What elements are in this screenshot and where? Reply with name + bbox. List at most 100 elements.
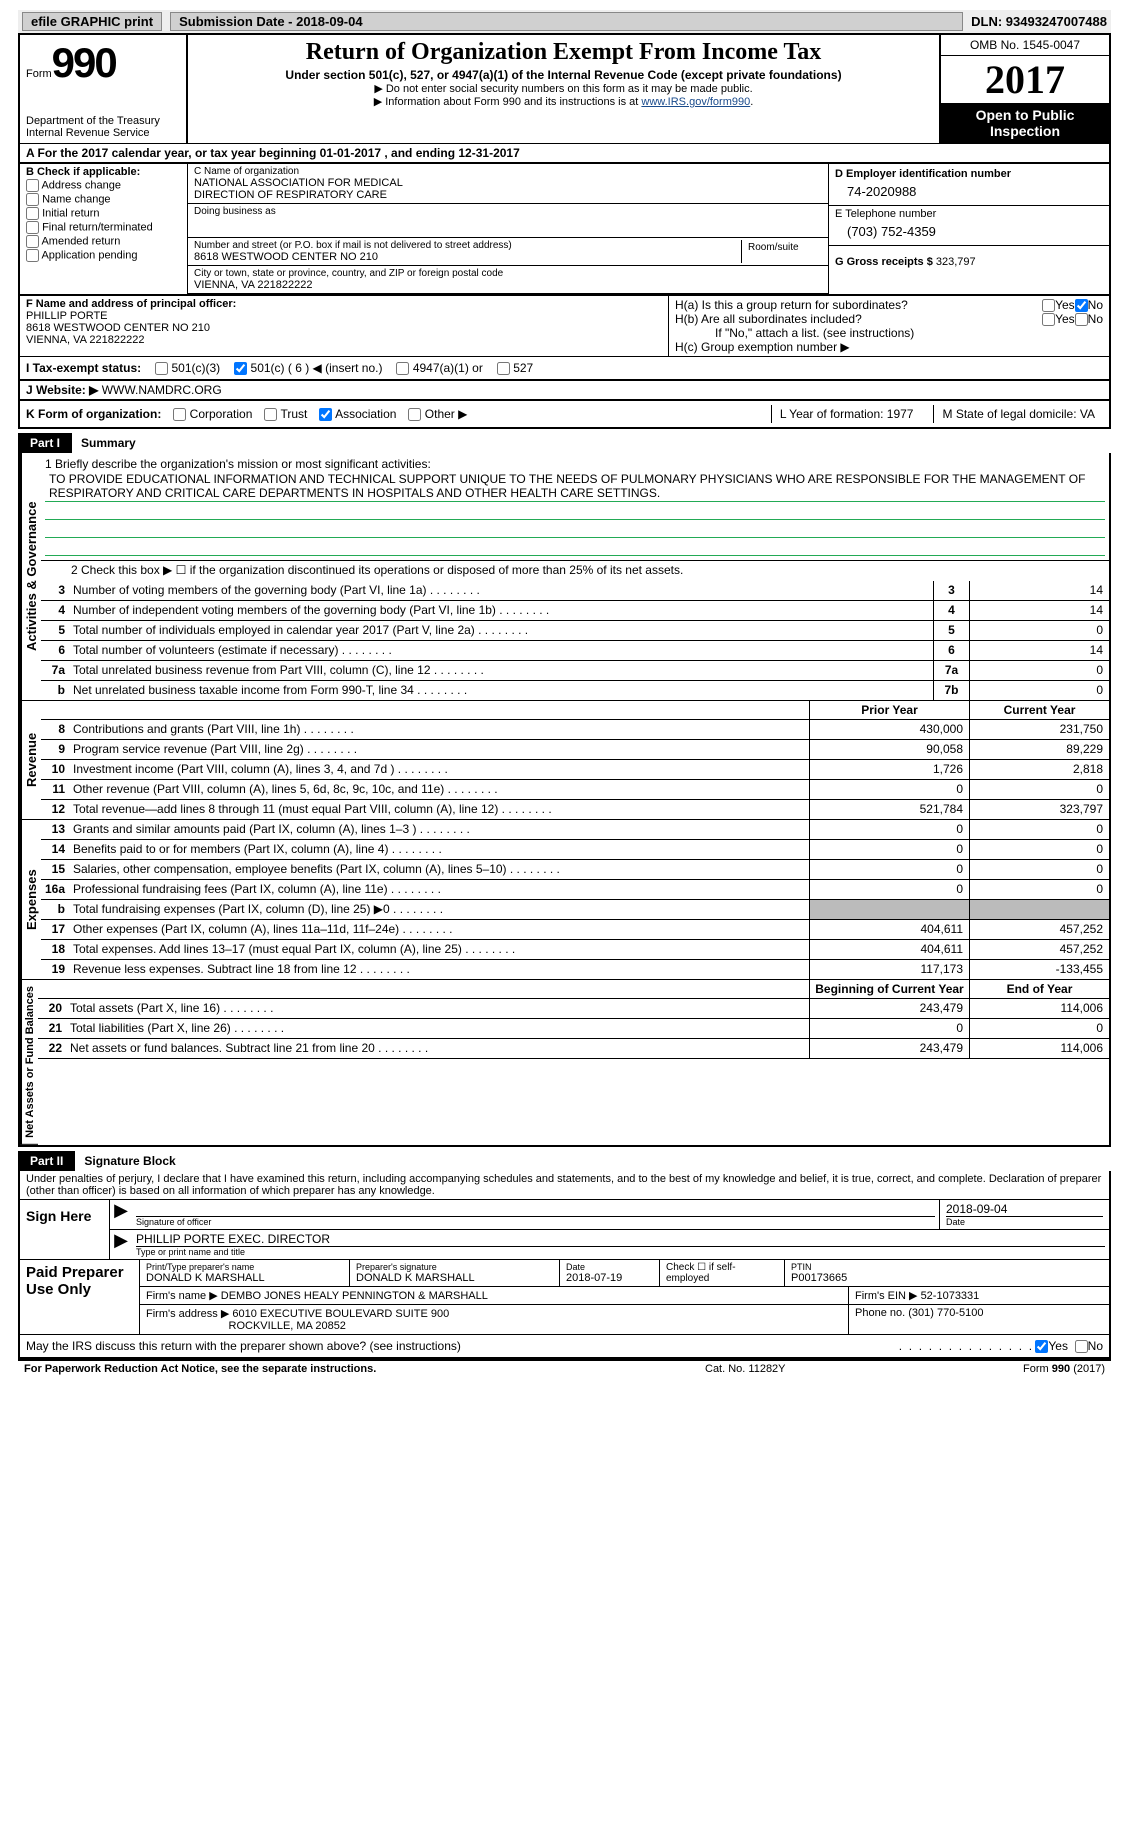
gross-block: G Gross receipts $ 323,797 [835, 246, 1103, 268]
mission-block: 1 Briefly describe the organization's mi… [41, 453, 1109, 561]
year-box: OMB No. 1545-0047 2017 Open to Public In… [939, 35, 1109, 143]
section-fh: F Name and address of principal officer:… [18, 294, 1111, 356]
cb-amended[interactable]: Amended return [26, 235, 181, 248]
preparer-block: Paid Preparer Use Only Print/Type prepar… [20, 1259, 1109, 1334]
header-bar: efile GRAPHIC print Submission Date - 20… [18, 10, 1111, 33]
officer-name: PHILLIP PORTE [26, 310, 662, 322]
col-begin-year: Beginning of Current Year [809, 980, 969, 998]
ha-no[interactable] [1075, 299, 1088, 312]
hb-yes[interactable] [1042, 313, 1055, 326]
discuss-no[interactable] [1075, 1340, 1088, 1353]
form-number-box: Form990 Department of the Treasury Inter… [20, 35, 188, 143]
discuss-yes[interactable] [1035, 1340, 1048, 1353]
tel-value: (703) 752-4359 [835, 220, 1103, 243]
part1-label: Part I [18, 433, 73, 453]
dept-line2: Internal Revenue Service [26, 127, 180, 139]
table-row: 3Number of voting members of the governi… [41, 581, 1109, 601]
prep-name: Print/Type preparer's nameDONALD K MARSH… [140, 1260, 350, 1286]
col-b-title: B Check if applicable: [26, 166, 181, 178]
tax-year: 2017 [941, 56, 1109, 103]
city-label: City or town, state or province, country… [194, 268, 822, 279]
row-k-formorg: K Form of organization: Corporation Trus… [18, 399, 1111, 429]
form-ref: Form 990 (2017) [905, 1363, 1105, 1375]
efile-badge: efile GRAPHIC print [22, 12, 162, 31]
table-row: 6Total number of volunteers (estimate if… [41, 641, 1109, 661]
tel-block: E Telephone number (703) 752-4359 [829, 206, 1109, 246]
part1-title: Summary [73, 433, 1111, 453]
prep-ptin: PTINP00173665 [785, 1260, 1109, 1286]
dba-label: Doing business as [194, 206, 822, 217]
mission-text: TO PROVIDE EDUCATIONAL INFORMATION AND T… [45, 471, 1105, 502]
irs-link[interactable]: www.IRS.gov/form990 [641, 96, 750, 108]
cb-501c[interactable] [234, 362, 247, 375]
table-row: 21Total liabilities (Part X, line 26) . … [38, 1019, 1109, 1039]
cb-initial-return[interactable]: Initial return [26, 207, 181, 220]
prep-date: Date2018-07-19 [560, 1260, 660, 1286]
col-c-org: C Name of organization NATIONAL ASSOCIAT… [188, 164, 829, 294]
address-label: Number and street (or P.O. box if mail i… [194, 240, 741, 251]
col-prior-year: Prior Year [809, 701, 969, 719]
table-row: 20Total assets (Part X, line 16) . . . .… [38, 999, 1109, 1019]
hb-no[interactable] [1075, 313, 1088, 326]
org-name-block: C Name of organization NATIONAL ASSOCIAT… [188, 164, 828, 204]
firm-name: Firm's name ▶ DEMBO JONES HEALY PENNINGT… [140, 1287, 849, 1304]
table-row: bTotal fundraising expenses (Part IX, co… [41, 900, 1109, 920]
table-row: 13Grants and similar amounts paid (Part … [41, 820, 1109, 840]
cb-trust[interactable] [264, 408, 277, 421]
cb-address-change[interactable]: Address change [26, 179, 181, 192]
omb-number: OMB No. 1545-0047 [941, 35, 1109, 56]
row-a-taxyear: A For the 2017 calendar year, or tax yea… [18, 143, 1111, 162]
cb-name-change[interactable]: Name change [26, 193, 181, 206]
dept-line1: Department of the Treasury [26, 115, 180, 127]
table-row: 5Total number of individuals employed in… [41, 621, 1109, 641]
cb-assoc[interactable] [319, 408, 332, 421]
row-i-status: I Tax-exempt status: 501(c)(3) 501(c) ( … [18, 356, 1111, 379]
officer-label: F Name and address of principal officer: [26, 298, 662, 310]
website-label: J Website: ▶ [26, 383, 98, 397]
city-value: VIENNA, VA 221822222 [194, 279, 822, 291]
table-row: 14Benefits paid to or for members (Part … [41, 840, 1109, 860]
table-row: 4Number of independent voting members of… [41, 601, 1109, 621]
arrow-icon: ▶ [110, 1200, 132, 1229]
room-label: Room/suite [748, 242, 816, 253]
cb-corp[interactable] [173, 408, 186, 421]
cb-527[interactable] [497, 362, 510, 375]
ein-block: D Employer identification number 74-2020… [829, 166, 1109, 206]
table-row: 16aProfessional fundraising fees (Part I… [41, 880, 1109, 900]
section-bcd: B Check if applicable: Address change Na… [18, 162, 1111, 294]
vtab-netassets: Net Assets or Fund Balances [20, 980, 38, 1145]
cb-other[interactable] [408, 408, 421, 421]
cb-501c3[interactable] [155, 362, 168, 375]
prep-sig: Preparer's signatureDONALD K MARSHALL [350, 1260, 560, 1286]
table-row: 22Net assets or fund balances. Subtract … [38, 1039, 1109, 1059]
cb-4947[interactable] [396, 362, 409, 375]
table-row: 19Revenue less expenses. Subtract line 1… [41, 960, 1109, 980]
ein-value: 74-2020988 [835, 180, 1103, 203]
col-end-year: End of Year [969, 980, 1109, 998]
col-b-checkboxes: B Check if applicable: Address change Na… [20, 164, 188, 294]
dln: DLN: 93493247007488 [971, 14, 1107, 29]
table-row: 18Total expenses. Add lines 13–17 (must … [41, 940, 1109, 960]
state-domicile: M State of legal domicile: VA [933, 405, 1103, 423]
org-name-2: DIRECTION OF RESPIRATORY CARE [194, 189, 822, 201]
table-row: 12Total revenue—add lines 8 through 11 (… [41, 800, 1109, 820]
sign-here-label: Sign Here [20, 1200, 110, 1259]
cb-application-pending[interactable]: Application pending [26, 249, 181, 262]
ha-question: H(a) Is this a group return for subordin… [675, 298, 1042, 312]
ha-yes[interactable] [1042, 299, 1055, 312]
org-name-1: NATIONAL ASSOCIATION FOR MEDICAL [194, 177, 822, 189]
note-ssn: ▶ Do not enter social security numbers o… [196, 82, 931, 95]
table-row: bNet unrelated business taxable income f… [41, 681, 1109, 701]
line2-checkbox: 2 Check this box ▶ ☐ if the organization… [41, 561, 1109, 581]
cb-final-return[interactable]: Final return/terminated [26, 221, 181, 234]
inspection-notice: Open to Public Inspection [941, 103, 1109, 143]
form-number: 990 [52, 39, 116, 86]
website-value: WWW.NAMDRC.ORG [102, 383, 222, 397]
gross-value: 323,797 [936, 256, 976, 268]
firm-address: Firm's address ▶ 6010 EXECUTIVE BOULEVAR… [140, 1305, 849, 1334]
col-current-year: Current Year [969, 701, 1109, 719]
vtab-expenses: Expenses [20, 820, 41, 980]
signature-block: Under penalties of perjury, I declare th… [18, 1171, 1111, 1359]
tel-label: E Telephone number [835, 208, 1103, 220]
discuss-question: May the IRS discuss this return with the… [26, 1339, 895, 1353]
